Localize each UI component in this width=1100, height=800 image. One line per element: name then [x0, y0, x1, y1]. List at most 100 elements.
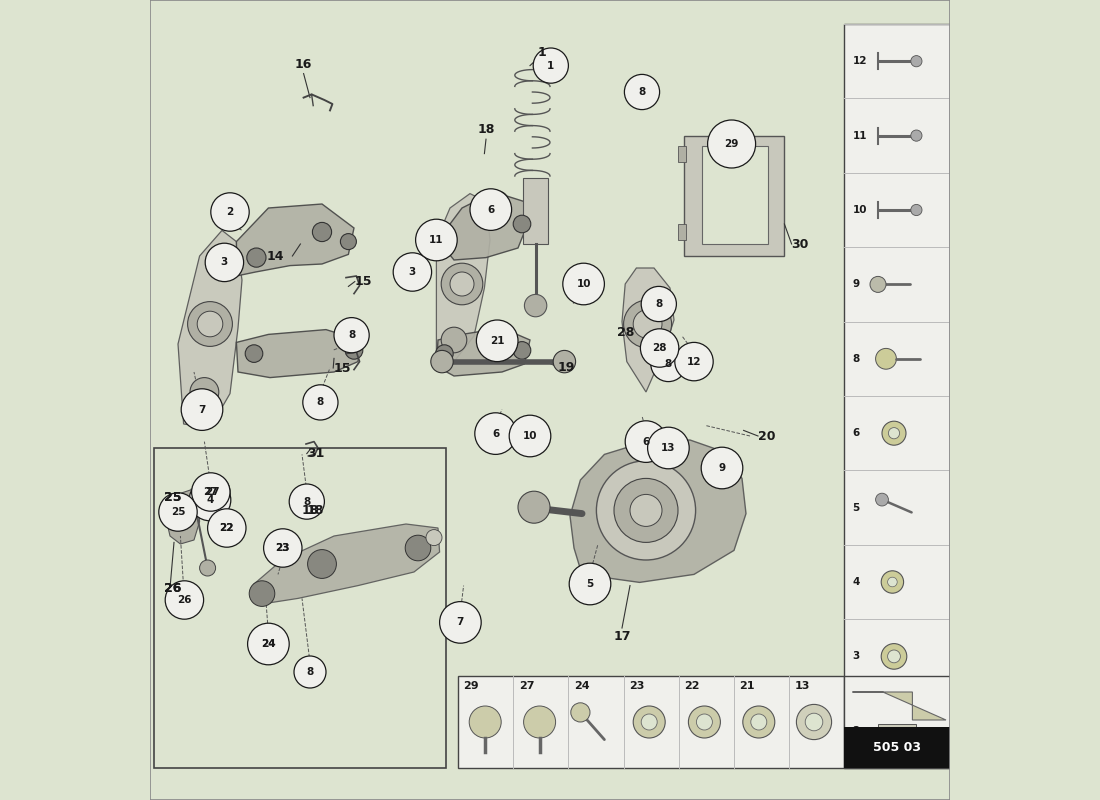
- Circle shape: [651, 346, 686, 382]
- Text: 29: 29: [463, 681, 480, 690]
- Circle shape: [796, 705, 832, 739]
- Text: 1: 1: [547, 61, 554, 70]
- Circle shape: [634, 706, 665, 738]
- Circle shape: [563, 263, 604, 305]
- Text: 28: 28: [652, 343, 667, 353]
- Circle shape: [487, 191, 508, 212]
- Bar: [845, 676, 950, 768]
- Circle shape: [182, 389, 223, 430]
- Text: 1: 1: [537, 46, 546, 58]
- Circle shape: [911, 130, 922, 141]
- Text: 26: 26: [177, 595, 191, 605]
- Circle shape: [569, 563, 611, 605]
- Polygon shape: [236, 204, 354, 276]
- Circle shape: [514, 215, 531, 233]
- Text: 27: 27: [205, 487, 220, 497]
- Text: 18: 18: [302, 504, 319, 517]
- Text: 10: 10: [852, 205, 867, 215]
- Text: 28: 28: [617, 326, 635, 338]
- Polygon shape: [178, 230, 242, 428]
- Text: 13: 13: [795, 681, 811, 690]
- Text: 7: 7: [456, 618, 464, 627]
- Circle shape: [876, 493, 889, 506]
- Circle shape: [509, 415, 551, 457]
- Circle shape: [476, 320, 518, 362]
- Text: 8: 8: [307, 667, 314, 677]
- Circle shape: [393, 253, 431, 291]
- Circle shape: [302, 385, 338, 420]
- Circle shape: [197, 311, 223, 337]
- Text: 27: 27: [519, 681, 535, 690]
- Circle shape: [696, 714, 713, 730]
- Text: 8: 8: [656, 299, 662, 309]
- Circle shape: [195, 474, 230, 510]
- Text: 6: 6: [492, 429, 499, 438]
- Circle shape: [245, 345, 263, 362]
- Circle shape: [294, 656, 326, 688]
- Circle shape: [641, 714, 657, 730]
- Text: 5: 5: [852, 502, 860, 513]
- Text: 10: 10: [576, 279, 591, 289]
- Text: 2: 2: [852, 726, 860, 736]
- Text: 11: 11: [429, 235, 443, 245]
- Circle shape: [436, 345, 453, 362]
- Text: 9: 9: [852, 279, 859, 290]
- Text: 23: 23: [275, 543, 290, 553]
- Circle shape: [311, 393, 330, 412]
- Text: 8: 8: [664, 359, 672, 369]
- Text: 22: 22: [220, 523, 234, 533]
- Circle shape: [596, 461, 695, 560]
- Text: 10: 10: [522, 431, 537, 441]
- Circle shape: [649, 294, 669, 314]
- Text: 8: 8: [304, 497, 310, 506]
- Text: 3: 3: [852, 651, 860, 662]
- Circle shape: [206, 243, 243, 282]
- Circle shape: [248, 623, 289, 665]
- Text: 6: 6: [642, 437, 650, 446]
- Circle shape: [265, 530, 300, 566]
- Circle shape: [440, 602, 481, 643]
- Circle shape: [308, 550, 337, 578]
- Bar: [678, 146, 686, 162]
- Text: 9: 9: [718, 463, 726, 473]
- Circle shape: [876, 349, 896, 370]
- Circle shape: [632, 82, 651, 102]
- Circle shape: [525, 294, 547, 317]
- Circle shape: [911, 55, 922, 67]
- Circle shape: [334, 318, 370, 353]
- Text: 14: 14: [267, 250, 285, 262]
- Text: 19: 19: [558, 361, 575, 374]
- Text: 2: 2: [227, 207, 233, 217]
- Circle shape: [514, 342, 531, 359]
- Circle shape: [191, 473, 230, 511]
- Circle shape: [648, 427, 690, 469]
- Circle shape: [345, 342, 363, 359]
- Bar: [684, 136, 784, 256]
- Circle shape: [805, 714, 823, 731]
- Circle shape: [518, 491, 550, 523]
- Polygon shape: [438, 192, 528, 260]
- Text: 11: 11: [852, 130, 867, 141]
- Circle shape: [342, 326, 361, 345]
- Circle shape: [640, 329, 679, 367]
- Text: 24: 24: [261, 639, 276, 649]
- Circle shape: [312, 222, 331, 242]
- Text: 8: 8: [852, 354, 860, 364]
- Text: 21: 21: [739, 681, 755, 690]
- Text: 505 03: 505 03: [873, 742, 921, 754]
- Circle shape: [742, 706, 774, 738]
- Circle shape: [881, 643, 906, 669]
- Text: 16: 16: [295, 58, 312, 70]
- Text: 7: 7: [198, 405, 206, 414]
- Circle shape: [289, 484, 324, 519]
- Text: 17: 17: [614, 630, 630, 642]
- Circle shape: [405, 535, 431, 561]
- Text: 22: 22: [220, 523, 234, 533]
- Bar: [154, 448, 446, 768]
- Circle shape: [297, 492, 317, 511]
- Text: 31: 31: [307, 447, 324, 460]
- Circle shape: [165, 581, 204, 619]
- Text: 12: 12: [852, 56, 867, 66]
- Circle shape: [614, 478, 678, 542]
- Text: 24: 24: [261, 639, 276, 649]
